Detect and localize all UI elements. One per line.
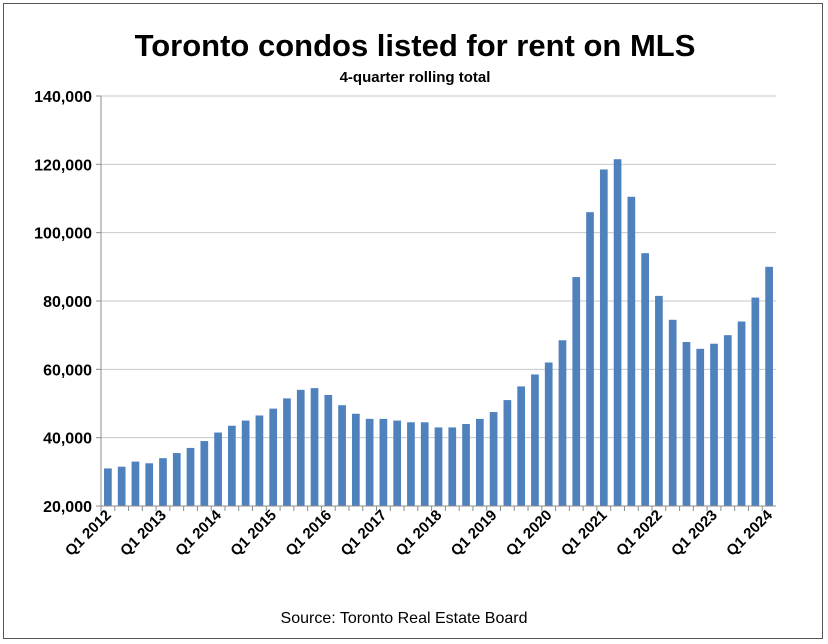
bar [393,420,402,506]
bar [558,340,567,506]
bar [324,394,333,506]
bar [214,432,222,506]
x-tick-label: Q1 2023 [668,507,721,560]
bar [228,425,236,506]
bar [269,408,278,507]
bar [159,458,167,506]
bar [241,420,250,506]
x-tick-label: Q1 2014 [172,506,225,559]
bar [296,389,305,506]
bar [586,212,594,507]
x-tick-label: Q1 2024 [723,506,776,559]
bar [641,253,649,506]
bars [104,159,773,507]
bar [283,398,291,507]
bar [765,266,773,506]
bar [613,159,622,506]
source-note: Source: Toronto Real Estate Board [281,610,528,627]
bar [572,277,581,506]
bar [104,468,112,506]
bar [172,453,181,506]
bar [627,196,636,507]
x-axis-ticks: Q1 2012 Q1 2013 Q1 2014 Q1 2015 Q1 2016 Q1 20… [62,506,776,560]
bar [131,461,140,506]
x-tick-label: Q1 2017 [338,507,391,560]
bar [145,463,154,506]
bar [599,169,608,506]
x-tick-label: Q1 2022 [613,507,666,560]
y-tick-label: 100,000 [34,226,92,243]
y-axis-ticks: 20,000 40,000 60,000 80,000 100,000 120,000 14… [34,89,101,516]
bar [200,441,209,506]
x-tick-label: Q1 2015 [227,507,280,560]
bar [696,348,705,506]
bar [751,297,760,506]
bar [517,386,526,506]
bar [255,415,264,506]
x-tick-label: Q1 2018 [393,507,446,560]
bar [434,427,443,506]
bar [503,400,512,506]
bar [668,319,677,506]
bar [682,342,691,506]
bar [462,424,470,506]
bar [186,447,195,506]
y-tick-label: 40,000 [43,431,92,448]
bar [475,418,484,507]
bar [710,343,718,506]
bar [365,418,374,507]
bar [310,388,319,507]
y-tick-label: 80,000 [43,294,92,311]
x-tick-label: Q1 2019 [448,507,501,560]
bar [723,335,732,506]
bar [379,418,388,507]
bar [737,321,746,506]
y-tick-label: 140,000 [34,89,92,106]
x-tick-label: Q1 2016 [282,507,335,560]
bar-chart: Toronto condos listed for rent on MLS 4-… [34,28,776,627]
gridlines [101,95,776,439]
bar [655,295,663,507]
x-tick-label: Q1 2020 [503,507,556,560]
y-tick-label: 60,000 [43,362,92,379]
chart-subtitle: 4-quarter rolling total [340,69,491,86]
bar [489,412,498,506]
chart-title: Toronto condos listed for rent on MLS [135,28,696,63]
bar [420,422,429,506]
bar [117,466,126,506]
bar [338,405,346,506]
bar [531,374,539,506]
bar [448,427,457,506]
chart-frame: Toronto condos listed for rent on MLS 4-… [3,3,823,639]
y-tick-label: 20,000 [43,499,92,516]
bar [544,362,553,506]
x-tick-label: Q1 2021 [558,507,611,560]
y-tick-label: 120,000 [34,157,92,174]
bar [351,413,360,506]
bar [407,422,415,506]
x-tick-label: Q1 2013 [117,507,170,560]
